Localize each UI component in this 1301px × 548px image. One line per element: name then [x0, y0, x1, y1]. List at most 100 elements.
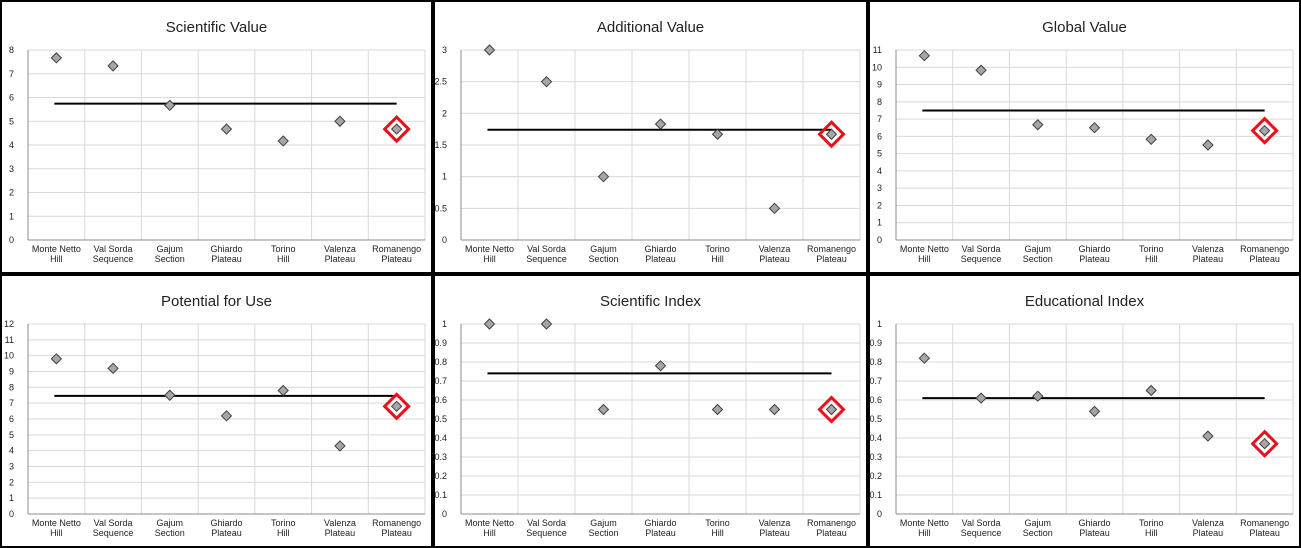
- x-tick-label: Monte Netto Hill: [900, 244, 949, 264]
- chart-panel: Additional Value 0 0.5 1 1.5 2 2.5 3 Monte Netto…: [433, 0, 868, 274]
- data-point: [768, 202, 781, 215]
- data-point: [390, 400, 403, 413]
- highlight-marker: [1250, 116, 1279, 145]
- y-tick-label: 6: [9, 414, 14, 424]
- y-tick-label: 0.2: [435, 471, 447, 481]
- data-point: [711, 128, 724, 140]
- y-tick-label: 2: [9, 188, 14, 198]
- y-tick-label: 9: [877, 80, 882, 90]
- y-tick-label: 0.1: [870, 490, 882, 500]
- y-tick-label: 9: [9, 367, 14, 377]
- y-tick-label: 0.9: [870, 338, 882, 348]
- data-point: [334, 115, 346, 127]
- chart-svg: Educational Index 0 0.1 0.2 0.3 0.4 0.5 0.6 0.7 0…: [870, 293, 1294, 538]
- y-tick-label: 2: [442, 108, 447, 118]
- chart-title: Educational Index: [1025, 293, 1145, 310]
- data-point: [1202, 430, 1214, 442]
- highlight-marker: [817, 120, 846, 149]
- data-point: [540, 318, 553, 330]
- chart-panel: Potential for Use 0 1 2 3 4 5 6 7 8 9 10 11 12 Monte N…: [0, 274, 433, 548]
- y-tick-label: 0: [877, 509, 882, 519]
- y-tick-label: 0.2: [870, 471, 882, 481]
- x-tick-label: Val Sorda Sequence: [961, 244, 1002, 264]
- highlight-marker: [382, 114, 411, 144]
- y-tick-label: 3: [9, 164, 14, 174]
- y-tick-label: 1: [442, 172, 447, 182]
- data-point: [277, 135, 289, 147]
- chart-svg: Additional Value 0 0.5 1 1.5 2 2.5 3 Monte Netto…: [435, 19, 861, 264]
- chart-title: Scientific Value: [166, 19, 267, 36]
- y-tick-label: 0: [877, 235, 882, 245]
- x-tick-label: Val Sorda Sequence: [93, 518, 134, 538]
- data-point: [1088, 122, 1101, 134]
- y-tick-label: 2: [9, 477, 14, 487]
- x-tick-label: Valenza Plateau: [759, 518, 791, 538]
- y-tick-label: 0.4: [435, 433, 447, 443]
- y-tick-label: 0.5: [435, 203, 447, 213]
- y-tick-label: 3: [877, 183, 882, 193]
- y-tick-label: 0: [9, 509, 14, 519]
- y-tick-label: 1: [9, 493, 14, 503]
- data-point: [1258, 124, 1271, 137]
- x-tick-label: Monte Netto Hill: [465, 244, 514, 264]
- data-point: [220, 410, 233, 422]
- x-tick-label: Ghiardo Plateau: [644, 518, 676, 538]
- data-point: [1088, 405, 1101, 418]
- data-point: [107, 60, 119, 72]
- y-tick-label: 7: [9, 69, 14, 79]
- x-tick-label: Gajum Section: [1023, 518, 1053, 538]
- y-tick-label: 2.5: [435, 77, 447, 87]
- data-point: [711, 403, 724, 416]
- y-tick-label: 0.4: [870, 433, 882, 443]
- data-point: [918, 352, 931, 364]
- y-tick-label: 11: [5, 335, 14, 345]
- y-tick-label: 10: [4, 351, 14, 361]
- chart-panel: Educational Index 0 0.1 0.2 0.3 0.4 0.5 0.6 0.7 0…: [868, 274, 1301, 548]
- x-tick-label: Romanengo Plateau: [807, 518, 856, 538]
- y-tick-label: 8: [877, 97, 882, 107]
- data-point: [597, 403, 610, 416]
- y-tick-label: 6: [877, 131, 882, 141]
- data-point: [825, 403, 838, 416]
- data-point: [975, 64, 987, 76]
- x-tick-label: Ghiardo Plateau: [1078, 518, 1110, 538]
- x-tick-label: Valenza Plateau: [759, 244, 791, 264]
- x-tick-label: Valenza Plateau: [1192, 244, 1224, 264]
- data-point: [768, 403, 781, 416]
- x-tick-label: Ghiardo Plateau: [210, 244, 242, 264]
- data-point: [1202, 139, 1214, 151]
- x-tick-label: Torino Hill: [705, 244, 730, 264]
- x-tick-label: Monte Netto Hill: [32, 518, 81, 538]
- x-tick-label: Gajum Section: [155, 518, 185, 538]
- data-point: [654, 360, 667, 372]
- chart-panel: Scientific Index 0 0.1 0.2 0.3 0.4 0.5 0.6 0.7 0.…: [433, 274, 868, 548]
- data-point: [1258, 437, 1271, 450]
- chart-title: Scientific Index: [600, 293, 701, 310]
- y-tick-label: 11: [873, 45, 882, 55]
- data-point: [107, 362, 119, 375]
- y-tick-label: 6: [9, 93, 14, 103]
- y-tick-label: 0.6: [870, 395, 882, 405]
- y-tick-label: 12: [4, 319, 14, 329]
- y-tick-label: 0.5: [435, 414, 447, 424]
- x-tick-label: Romanengo Plateau: [1240, 244, 1289, 264]
- x-tick-label: Valenza Plateau: [1192, 518, 1224, 538]
- x-tick-label: Ghiardo Plateau: [1078, 244, 1110, 264]
- highlight-marker: [382, 392, 411, 421]
- data-point: [918, 49, 931, 62]
- y-tick-label: 10: [872, 62, 882, 72]
- y-tick-label: 5: [877, 149, 882, 159]
- y-tick-label: 0: [442, 235, 447, 245]
- y-tick-label: 8: [9, 45, 14, 55]
- x-tick-label: Ghiardo Plateau: [210, 518, 242, 538]
- y-tick-label: 1: [9, 211, 14, 221]
- x-tick-label: Romanengo Plateau: [807, 244, 856, 264]
- x-tick-label: Torino Hill: [271, 244, 296, 264]
- x-tick-label: Torino Hill: [1139, 244, 1164, 264]
- data-point: [50, 353, 63, 365]
- y-tick-label: 1.5: [435, 140, 447, 150]
- y-tick-label: 0.7: [435, 376, 447, 386]
- x-tick-label: Monte Netto Hill: [32, 244, 81, 264]
- data-point: [277, 384, 289, 397]
